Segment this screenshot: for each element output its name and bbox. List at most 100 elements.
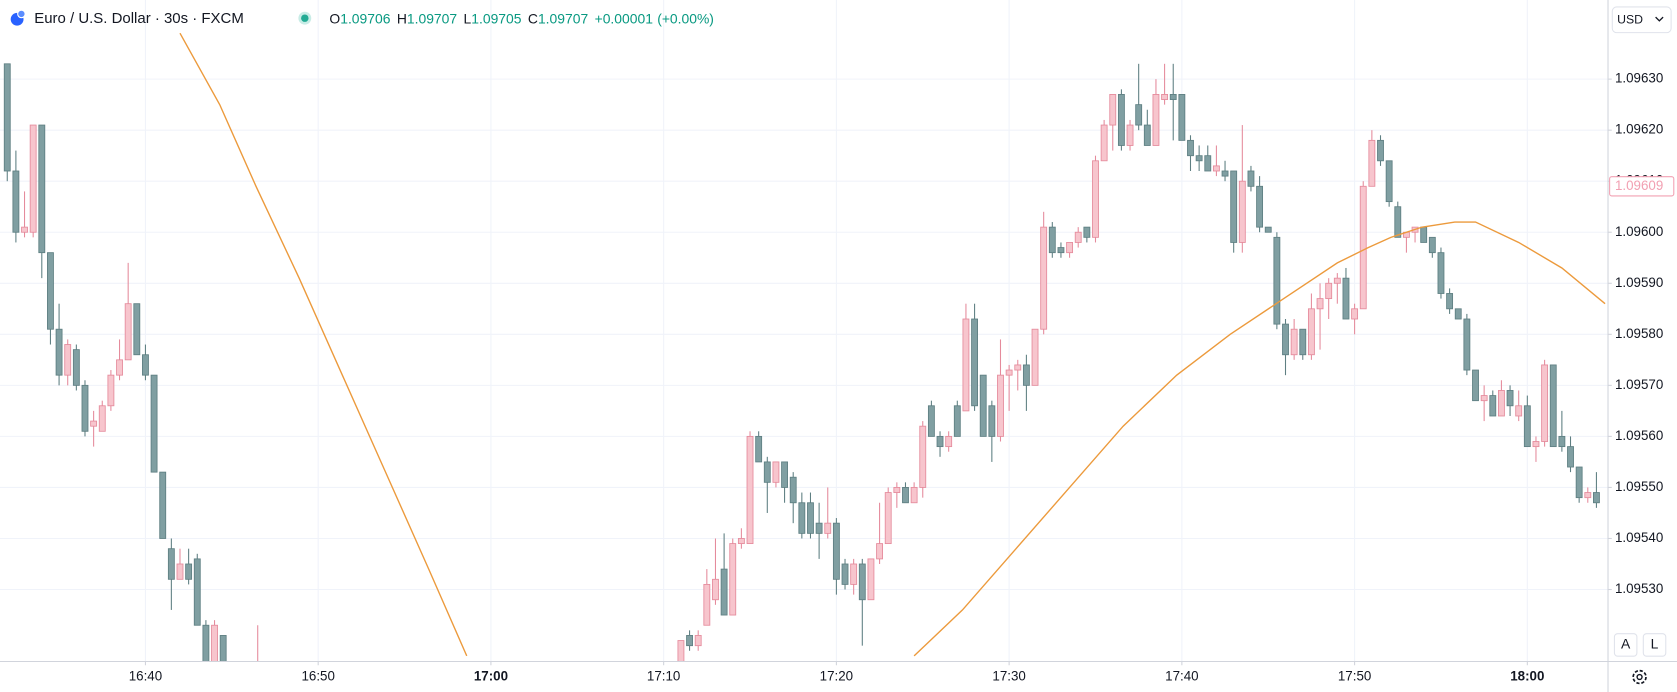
candle-body [971,318,978,407]
candle-body [1480,395,1488,402]
candle-body [815,522,823,534]
candle-body [1584,492,1592,499]
candle-body [712,578,719,601]
ohlc-key: C [528,10,538,26]
candle-body [98,405,106,432]
candle-body [997,374,1004,437]
candle-body [936,435,944,448]
legend-header: Euro / U.S. Dollar · 30s · FXCM O1.09706… [10,9,714,27]
candle-body [755,435,763,463]
candle-body [832,522,840,580]
y-tick-label: 1.09590 [1615,275,1663,290]
candle-body [1005,369,1013,376]
last-price-box [1609,176,1675,197]
y-tick-label: 1.09580 [1615,326,1663,341]
candle-body [1264,226,1272,233]
auto-scale-button[interactable] [1613,633,1638,657]
candle-body [1135,104,1143,126]
candle-body [1428,236,1436,254]
ohlc-key: L [464,10,472,26]
candle-body [737,538,745,545]
candle-body [202,624,210,661]
candle-body [789,476,797,504]
gear[interactable] [1632,669,1647,685]
y-tick-label: 1.09620 [1615,122,1663,137]
candle-body [1083,226,1091,238]
x-tick-label: 16:50 [301,669,334,684]
candle-body [1454,308,1462,320]
x-tick-label: 17:50 [1338,669,1371,684]
candle-body [1178,94,1186,141]
settings-button[interactable] [1632,669,1647,685]
candle-body [988,405,996,437]
candle-body [29,124,37,233]
candle-body [850,563,858,585]
candle-body [55,328,63,376]
y-tick-label: 1.09530 [1615,581,1663,596]
candle-body [107,374,115,407]
candle-body [1126,124,1134,146]
candle-body [919,425,927,488]
x-tick-label: 17:20 [820,669,853,684]
candle-body [1593,492,1600,504]
candle-body [677,640,685,661]
candle-body [72,349,80,386]
grid [0,0,1608,661]
candle-body [38,124,46,254]
candle-body [1549,364,1557,448]
candle-body [1282,323,1289,356]
candle-body [1204,155,1212,172]
candle-body [1567,446,1574,468]
candle-body [3,63,11,172]
log-scale-label[interactable]: L [1651,636,1659,652]
currency-label[interactable]: USD [1617,13,1643,27]
candle-body [21,226,28,233]
candle-body [1359,185,1367,310]
candle-body [1420,226,1428,243]
candle-body [1377,139,1384,162]
candle-body [910,487,918,504]
candle-body [1497,390,1505,417]
ohlc-key: O [329,10,340,26]
candle-body [90,420,98,427]
candle-body [720,568,728,616]
candle-body [876,543,883,560]
axes: 1.09530 1.09540 1.09550 1.09560 1.09570 1.095… [129,71,1675,684]
plot-area [3,32,1606,661]
candle-body [142,354,149,376]
symbol-title[interactable]: Euro / U.S. Dollar · 30s · FXCM [34,10,244,27]
candle-body [1152,94,1160,146]
candle-body [1161,94,1169,100]
candle-body [772,461,780,483]
candle-body [1256,185,1264,228]
y-tick-label: 1.09600 [1615,224,1663,239]
candle-body [1022,364,1030,386]
candle-body [962,318,970,412]
auto-scale-label[interactable]: A [1621,636,1631,652]
candle-body [807,502,814,534]
candle-body [1316,298,1324,310]
log-scale-button[interactable] [1642,633,1667,657]
scale-buttons: A L [1613,633,1667,657]
candle-body [1238,180,1246,243]
candle-body [1489,395,1497,417]
candle-body [1221,170,1229,177]
candle-body [1463,318,1471,371]
candle-body [798,502,806,534]
candle-body [1143,124,1151,146]
candle-body [781,461,788,488]
candle-body [703,583,711,626]
candle-body [47,252,54,330]
candle-body [1541,364,1549,442]
candle-body [1212,165,1220,172]
candle-body [150,374,158,473]
ohlc-value: 1.09707 [538,10,588,26]
candle-body [686,635,693,647]
currency-box[interactable] [1611,6,1672,34]
change: +0.00001 [595,10,654,26]
candle-body [841,563,849,585]
currency-selector[interactable]: USD [1611,6,1672,34]
candle-body [81,384,89,432]
x-tick-label: 18:00 [1510,669,1544,684]
